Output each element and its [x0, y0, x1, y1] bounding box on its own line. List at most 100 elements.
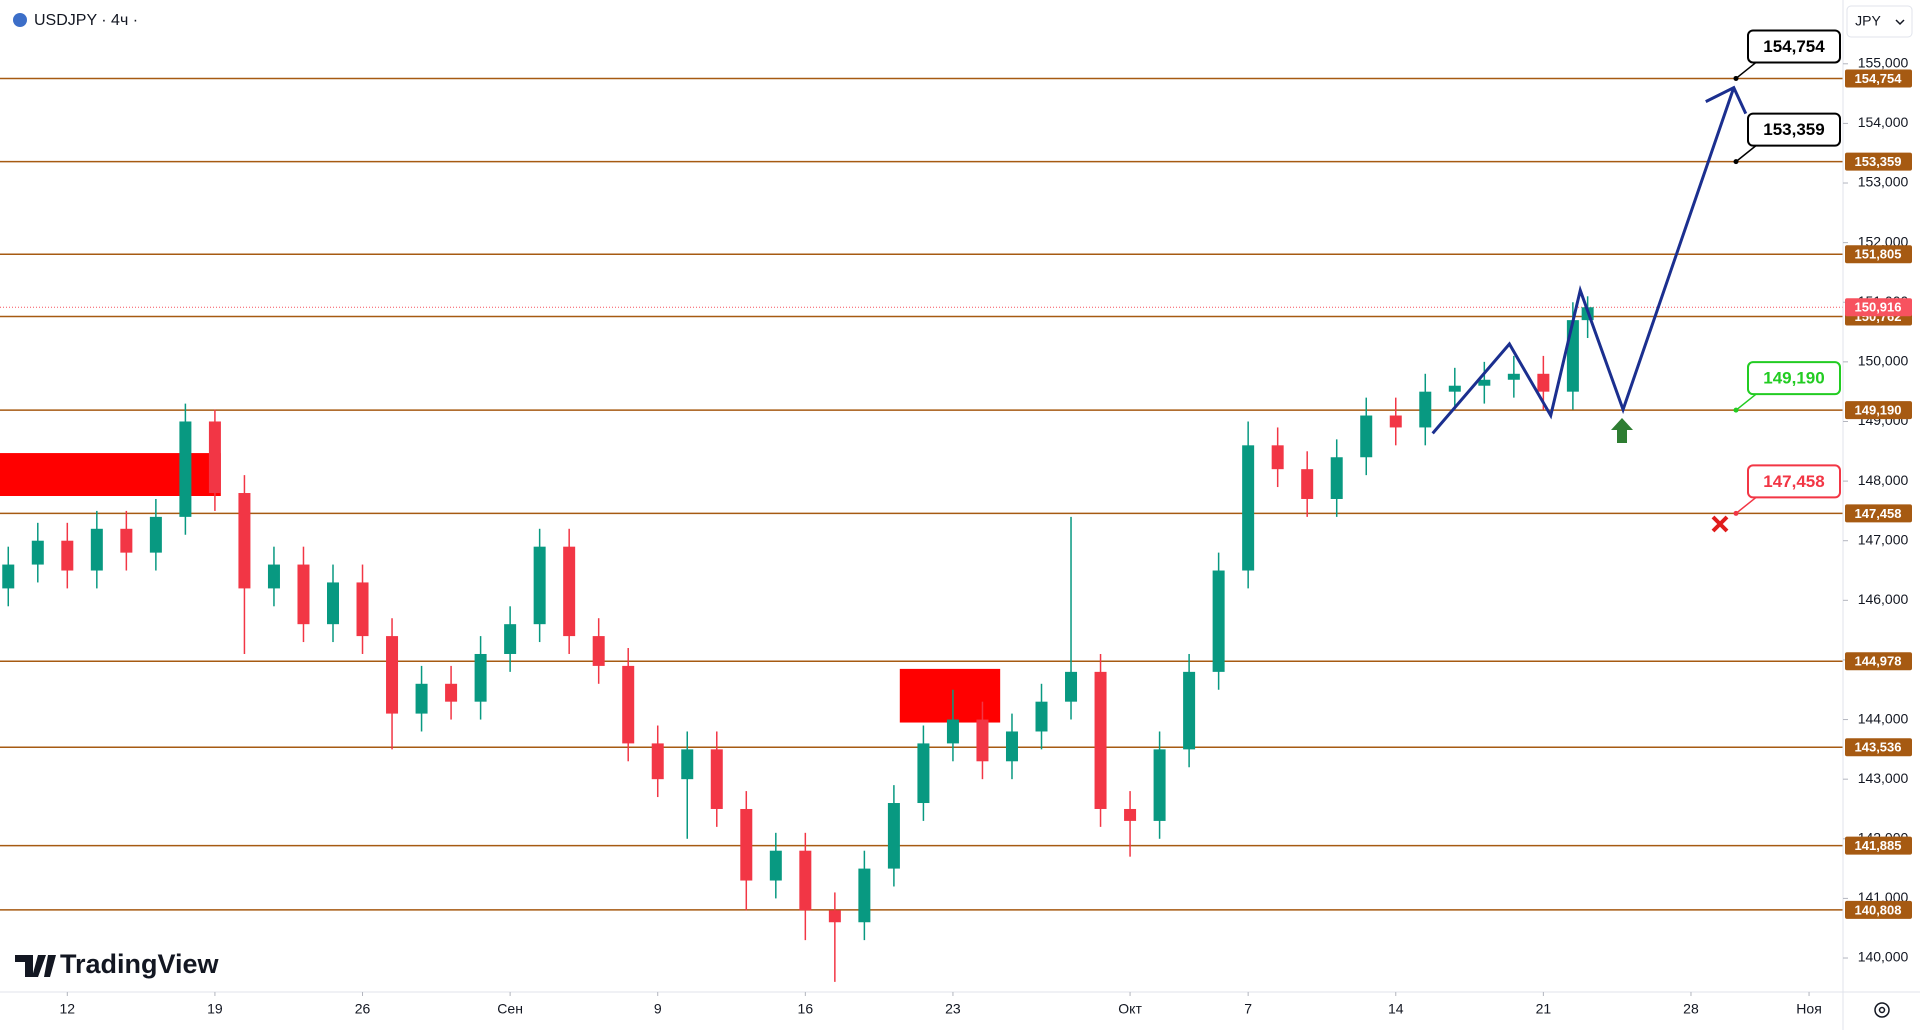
plot-area [0, 77, 1843, 982]
level-label: 141,885 [1855, 838, 1902, 853]
y-tick-label: 146,000 [1858, 591, 1909, 607]
y-tick-label: 148,000 [1858, 472, 1909, 488]
candle-body [533, 546, 546, 625]
candle-body [1271, 445, 1284, 470]
level-label: 154,754 [1855, 71, 1903, 86]
candle-body [799, 850, 812, 911]
x-tick-label: 9 [654, 1001, 662, 1017]
candle-body [1183, 671, 1196, 750]
x-tick-label: Сен [497, 1001, 523, 1017]
settings-icon-center [1878, 1006, 1886, 1014]
candle-body [386, 636, 399, 714]
callout-label: 149,190 [1763, 369, 1824, 388]
candle-body [1242, 445, 1255, 571]
candle-body [1124, 808, 1137, 821]
candle-body [858, 868, 871, 923]
candle-body [887, 803, 900, 869]
callout-label: 154,754 [1763, 37, 1825, 56]
currency-button[interactable] [1846, 5, 1913, 38]
x-tick-label: 19 [207, 1001, 223, 1017]
x-tick-label: 7 [1244, 1001, 1252, 1017]
callout-box [1747, 112, 1841, 147]
candle-body [1566, 320, 1579, 392]
candle-body [946, 719, 959, 744]
symbol-title[interactable]: USDJPY · 4ч · [34, 12, 138, 29]
candle-body [179, 421, 192, 517]
candle-body [1507, 373, 1520, 380]
callout-label: 147,458 [1763, 472, 1824, 491]
candle-body [1478, 379, 1491, 386]
callout-leader [1735, 393, 1757, 411]
level-label: 153,359 [1855, 154, 1902, 169]
candle-body [1065, 671, 1078, 702]
callout-leader [1735, 496, 1757, 514]
x-tick-label: Ноя [1796, 1001, 1821, 1017]
candle-body [769, 850, 782, 881]
level-label-bg [1845, 69, 1912, 88]
candle-body [238, 493, 251, 589]
level-label-bg [1845, 152, 1912, 171]
x-tick-label: 23 [945, 1001, 961, 1017]
callout-leader [1735, 61, 1757, 80]
level-label-bg [1845, 836, 1912, 855]
candle-body [1301, 469, 1314, 499]
candle-body [976, 719, 989, 762]
level-label-bg [1845, 900, 1912, 919]
y-tick-label: 143,000 [1858, 770, 1909, 786]
x-tick-label: 28 [1683, 1001, 1699, 1017]
y-tick-label: 147,000 [1858, 531, 1909, 547]
candle-body [622, 665, 635, 744]
level-label-bg [1845, 652, 1912, 671]
level-label: 140,808 [1855, 902, 1902, 917]
candle-body [681, 749, 694, 780]
settings-icon[interactable] [1874, 1002, 1890, 1018]
candle-body [1153, 749, 1166, 821]
y-tick-label: 144,000 [1858, 710, 1909, 726]
candle-body [2, 564, 15, 589]
candle-body [267, 564, 280, 589]
x-tick-label: 26 [355, 1001, 371, 1017]
candle-body [828, 910, 841, 923]
candle-body [651, 743, 664, 780]
x-tick-label: 12 [60, 1001, 76, 1017]
candle-body [1035, 701, 1048, 732]
candle-body [1212, 570, 1225, 672]
candle-body [415, 683, 428, 714]
candle-body [1419, 391, 1432, 428]
candle-body [563, 546, 576, 637]
callout-box [1747, 361, 1841, 396]
candle-body [149, 516, 162, 553]
candle-body [740, 808, 753, 881]
callout-box [1747, 29, 1841, 64]
callout-leader [1735, 145, 1757, 163]
last-price-label: 150,916 [1855, 300, 1902, 315]
candle-body [710, 749, 723, 809]
candle-body [1005, 731, 1018, 762]
candle-body [356, 582, 369, 637]
level-label-bg [1845, 245, 1912, 264]
candle-body [208, 421, 221, 494]
projection-path [1431, 87, 1736, 435]
candle-body [120, 528, 133, 553]
dropdown-caret [1895, 19, 1905, 26]
level-label: 147,458 [1855, 506, 1902, 521]
candle-body [1537, 373, 1550, 392]
candle-body [1330, 457, 1343, 499]
candle-body [297, 564, 310, 625]
candle-body [90, 528, 103, 571]
supply-zone [899, 668, 1001, 723]
level-label-bg [1845, 504, 1912, 523]
logo-icon [15, 955, 56, 977]
candle-body [1094, 671, 1107, 809]
candle-body [1448, 385, 1461, 392]
currency-label[interactable]: JPY [1855, 13, 1881, 29]
y-tick-label: 153,000 [1858, 174, 1909, 190]
level-label: 143,536 [1855, 740, 1902, 755]
candle-body [917, 743, 930, 804]
candle-body [592, 636, 605, 666]
candle-body [504, 624, 517, 654]
candle-body [61, 540, 74, 571]
x-tick-label: 14 [1388, 1001, 1404, 1017]
callout-box [1747, 464, 1841, 499]
last-price-bg [1845, 298, 1912, 317]
